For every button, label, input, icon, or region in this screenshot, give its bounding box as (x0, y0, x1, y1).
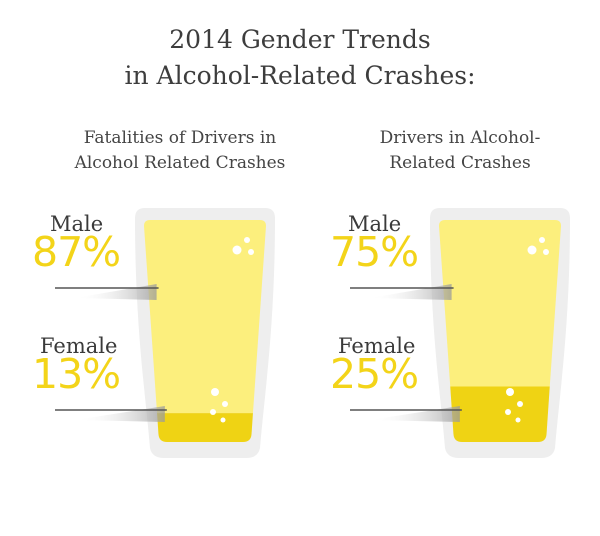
chart-2-male-percent: 75% (330, 228, 419, 276)
glass-bottom-fill (158, 434, 252, 442)
chart-2-subtitle-line-2: Related Crashes (389, 153, 531, 173)
bubble (515, 417, 521, 423)
chart-1-glass-group (55, 208, 275, 458)
chart-2-male-label: Male (348, 212, 402, 236)
bubble (543, 249, 549, 255)
male-pointer-line-shadow (370, 284, 452, 300)
bubble (232, 245, 242, 255)
female-pointer-line-shadow (370, 406, 460, 422)
chart-1-female-label: Female (40, 334, 118, 358)
chart-title-line-2: in Alcohol-Related Crashes: (124, 61, 476, 90)
glass-bottom-fill (453, 434, 547, 442)
bubble (220, 417, 226, 423)
female-pointer-line-shadow (75, 406, 165, 422)
bubble (517, 401, 523, 407)
male-pointer-line-shadow (75, 284, 157, 300)
bubble (539, 237, 545, 243)
chart-2-glass-group (350, 208, 570, 458)
male-share-fill (439, 220, 561, 387)
female-share-fill (450, 386, 550, 434)
chart-1-male-label: Male (50, 212, 104, 236)
chart-2-female-label: Female (338, 334, 416, 358)
bubble (211, 388, 219, 396)
bubble (248, 249, 254, 255)
chart-2-female-percent: 25% (330, 350, 419, 398)
bubble (527, 245, 537, 255)
bubble (506, 388, 514, 396)
chart-2-subtitle-line-1: Drivers in Alcohol- (379, 128, 541, 148)
chart-1-female-percent: 13% (32, 350, 121, 398)
chart-title-line-1: 2014 Gender Trends (169, 25, 431, 54)
chart-1-subtitle-line-1: Fatalities of Drivers in (83, 128, 277, 148)
chart-1-male-percent: 87% (32, 228, 121, 276)
chart-1-subtitle-line-2: Alcohol Related Crashes (74, 153, 286, 173)
bubble (210, 409, 216, 415)
female-share-fill (157, 413, 253, 434)
bubble (505, 409, 511, 415)
bubble (244, 237, 250, 243)
male-share-fill (144, 220, 266, 414)
bubble (222, 401, 228, 407)
